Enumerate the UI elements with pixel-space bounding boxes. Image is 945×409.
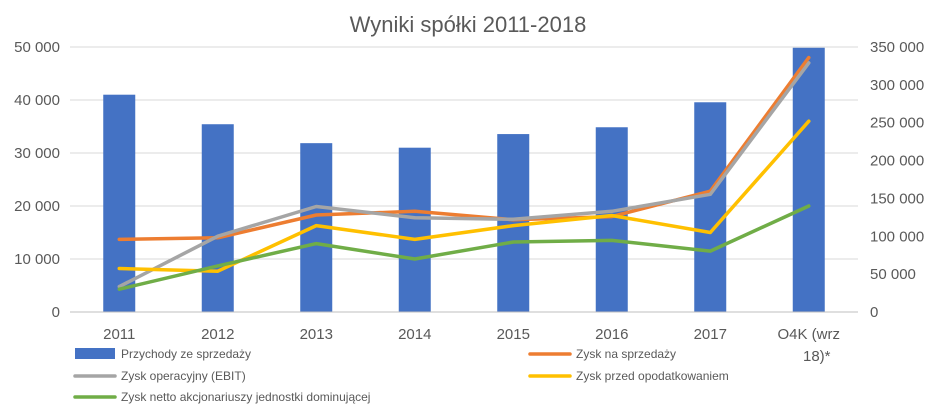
line-point bbox=[807, 61, 811, 65]
line-point bbox=[610, 214, 614, 218]
bar-series bbox=[103, 47, 825, 313]
chart-title: Wyniki spółki 2011-2018 bbox=[350, 12, 587, 37]
category-label: 2014 bbox=[398, 326, 431, 343]
line-series-2 bbox=[117, 61, 811, 289]
legend-label: Zysk na sprzedaży bbox=[576, 347, 676, 361]
line-point bbox=[807, 56, 811, 60]
line-point bbox=[511, 224, 515, 228]
line-point bbox=[413, 209, 417, 213]
bar-przychody bbox=[398, 147, 431, 312]
category-label: 2012 bbox=[201, 326, 234, 343]
line-series-4 bbox=[117, 204, 811, 291]
bar-przychody bbox=[694, 102, 727, 313]
line-point bbox=[117, 287, 121, 291]
bar-przychody bbox=[792, 47, 825, 312]
line-point bbox=[708, 249, 712, 253]
line-point bbox=[314, 242, 318, 246]
line-point bbox=[708, 192, 712, 196]
bar-przychody bbox=[103, 94, 136, 312]
right-tick-label: 200 000 bbox=[870, 153, 924, 170]
line-point bbox=[511, 217, 515, 221]
line-point bbox=[807, 119, 811, 123]
bar-przychody bbox=[595, 127, 628, 312]
line-point bbox=[314, 224, 318, 228]
right-tick-label: 350 000 bbox=[870, 39, 924, 56]
legend-label: Zysk przed opodatkowaniem bbox=[576, 369, 729, 383]
bar-przychody bbox=[201, 124, 234, 312]
left-tick-label: 20 000 bbox=[14, 198, 60, 215]
left-tick-label: 10 000 bbox=[14, 251, 60, 268]
line-point bbox=[413, 257, 417, 261]
line-point bbox=[117, 237, 121, 241]
line-point bbox=[610, 238, 614, 242]
left-tick-label: 30 000 bbox=[14, 145, 60, 162]
category-label: 2011 bbox=[103, 326, 135, 343]
right-tick-label: 100 000 bbox=[870, 228, 924, 245]
category-label: 2015 bbox=[497, 326, 530, 343]
left-tick-label: 40 000 bbox=[14, 92, 60, 109]
line-point bbox=[413, 237, 417, 241]
legend-swatch bbox=[75, 348, 115, 359]
x-axis: 2011 2012 2013 2014 2015 2016 2017 O4K (wrz 18)* bbox=[70, 311, 858, 365]
line-point bbox=[314, 213, 318, 217]
line-point bbox=[216, 264, 220, 268]
legend-label: Zysk netto akcjonariuszy jednostki domin… bbox=[121, 390, 370, 404]
line-point bbox=[511, 240, 515, 244]
legend-label: Zysk operacyjny (EBIT) bbox=[121, 369, 246, 383]
right-tick-label: 50 000 bbox=[870, 266, 916, 283]
left-axis: 0 10 000 20 000 30 000 40 000 50 000 bbox=[14, 39, 60, 321]
right-axis: 0 50 000 100 000 150 000 200 000 250 000 300 0… bbox=[870, 39, 924, 321]
left-tick-label: 0 bbox=[52, 304, 60, 321]
legend-label: Przychody ze sprzedaży bbox=[121, 347, 251, 361]
right-tick-label: 300 000 bbox=[870, 77, 924, 94]
category-label: 2013 bbox=[300, 326, 333, 343]
category-label: 2016 bbox=[595, 326, 628, 343]
legend: Przychody ze sprzedaży Zysk na sprzedaży Z… bbox=[73, 347, 729, 404]
line-series bbox=[117, 55, 811, 291]
line-point bbox=[413, 216, 417, 220]
category-label: O4K (wrz 18)* bbox=[777, 326, 840, 365]
line-point bbox=[807, 204, 811, 208]
left-tick-label: 50 000 bbox=[14, 39, 60, 56]
right-tick-label: 250 000 bbox=[870, 115, 924, 132]
line-point bbox=[117, 267, 121, 271]
right-tick-label: 150 000 bbox=[870, 190, 924, 207]
line-point bbox=[314, 205, 318, 209]
right-tick-label: 0 bbox=[870, 304, 878, 321]
line-point bbox=[708, 231, 712, 234]
line-point bbox=[216, 269, 220, 273]
line-point bbox=[216, 234, 220, 238]
line-point bbox=[610, 209, 614, 213]
category-label: 2017 bbox=[694, 326, 727, 343]
